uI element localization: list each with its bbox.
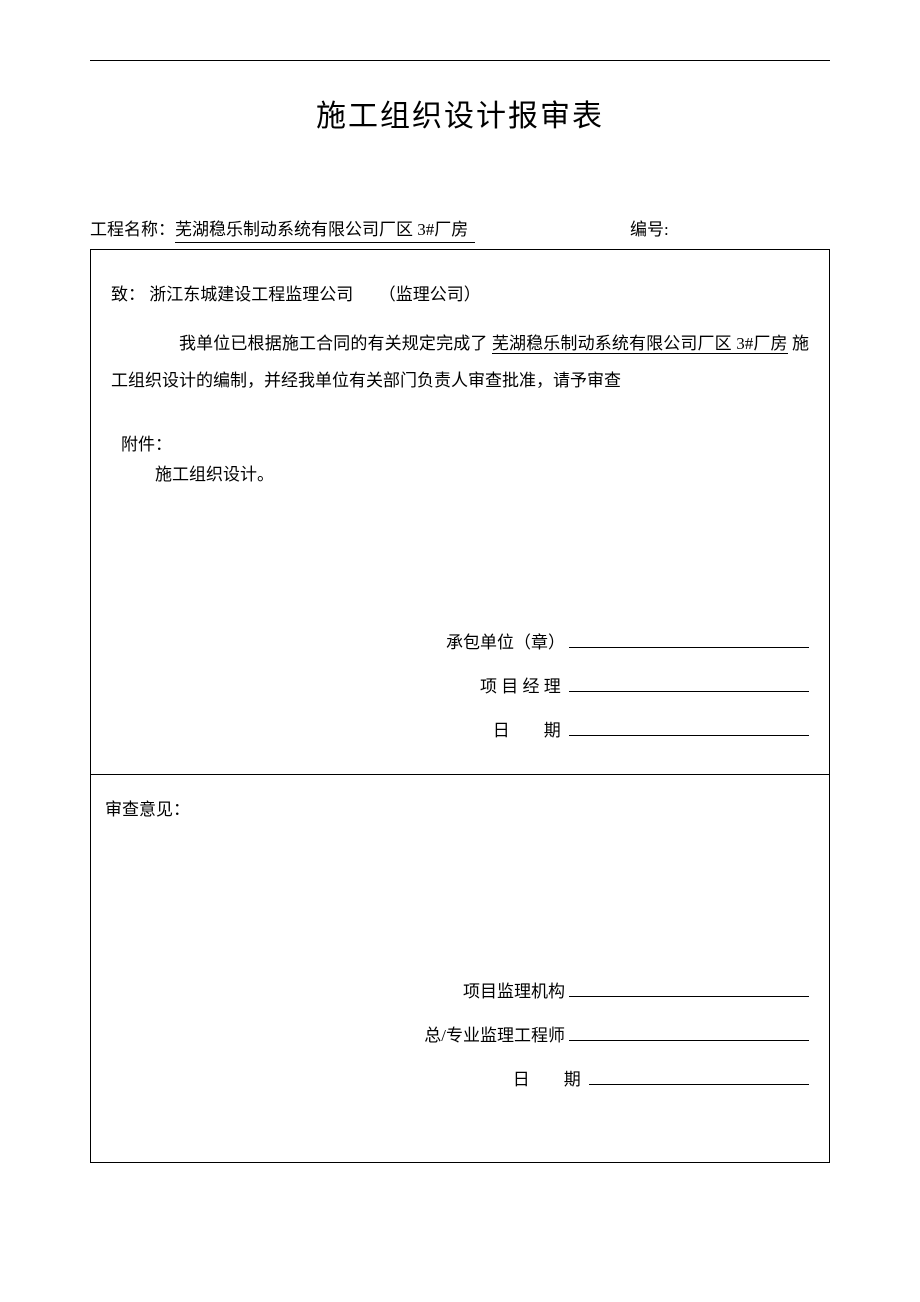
supervisor-signature-block: 项目监理机构 总/专业监理工程师 日 期 — [111, 970, 809, 1103]
date-label-top: 日 期 — [493, 709, 565, 753]
review-opinion-label: 审查意见： — [105, 795, 809, 820]
project-name-value: 芜湖稳乐制动系统有限公司厂区 3#厂房 — [175, 215, 475, 243]
contractor-seal-underline — [569, 628, 809, 648]
form-box: 致： 浙江东城建设工程监理公司 （监理公司） 我单位已根据施工合同的有关规定完成… — [90, 249, 830, 1163]
body-part1: 我单位已根据施工合同的有关规定完成了 — [179, 334, 492, 353]
contractor-seal-label: 承包单位（章） — [446, 621, 565, 665]
body-paragraph: 我单位已根据施工合同的有关规定完成了 芜湖稳乐制动系统有限公司厂区 3#厂房 施… — [111, 325, 809, 400]
date-line-bottom: 日 期 — [111, 1058, 809, 1102]
addressee-prefix: 致： — [111, 285, 145, 304]
project-name-field: 工程名称： 芜湖稳乐制动系统有限公司厂区 3#厂房 — [90, 215, 630, 243]
supervisor-org-label: 项目监理机构 — [463, 970, 565, 1014]
date-underline-top — [569, 716, 809, 736]
project-name-label: 工程名称： — [90, 215, 175, 240]
submission-section: 致： 浙江东城建设工程监理公司 （监理公司） 我单位已根据施工合同的有关规定完成… — [91, 250, 829, 775]
serial-field: 编号: — [630, 215, 830, 243]
attachment-item: 施工组织设计。 — [155, 460, 809, 491]
document-page: 施工组织设计报审表 工程名称： 芜湖稳乐制动系统有限公司厂区 3#厂房 编号: … — [0, 0, 920, 1302]
attachment-label: 附件： — [121, 430, 809, 461]
supervisor-org-line: 项目监理机构 — [111, 970, 809, 1014]
contractor-signature-block: 承包单位（章） 项 目 经 理 日 期 — [111, 621, 809, 754]
date-label-bottom: 日 期 — [513, 1058, 585, 1102]
supervisor-engineer-underline — [569, 1020, 809, 1040]
addressee-suffix: （监理公司） — [379, 285, 481, 304]
header-row: 工程名称： 芜湖稳乐制动系统有限公司厂区 3#厂房 编号: — [90, 215, 830, 243]
supervisor-engineer-label: 总/专业监理工程师 — [424, 1014, 565, 1058]
addressee-company: 浙江东城建设工程监理公司 — [149, 285, 353, 304]
contractor-seal-line: 承包单位（章） — [111, 621, 809, 665]
supervisor-org-underline — [569, 976, 809, 996]
serial-label: 编号: — [630, 220, 669, 239]
document-title: 施工组织设计报审表 — [90, 91, 830, 135]
addressee-line: 致： 浙江东城建设工程监理公司 （监理公司） — [111, 280, 809, 305]
attachment-block: 附件： 施工组织设计。 — [121, 430, 809, 491]
top-rule — [90, 60, 830, 61]
date-line-top: 日 期 — [111, 709, 809, 753]
body-project-ref: 芜湖稳乐制动系统有限公司厂区 3#厂房 — [492, 334, 788, 354]
pm-line: 项 目 经 理 — [111, 665, 809, 709]
supervisor-engineer-line: 总/专业监理工程师 — [111, 1014, 809, 1058]
pm-label: 项 目 经 理 — [480, 665, 565, 709]
date-underline-bottom — [589, 1065, 809, 1085]
review-section: 审查意见： 项目监理机构 总/专业监理工程师 日 期 — [91, 775, 829, 1163]
pm-underline — [569, 672, 809, 692]
